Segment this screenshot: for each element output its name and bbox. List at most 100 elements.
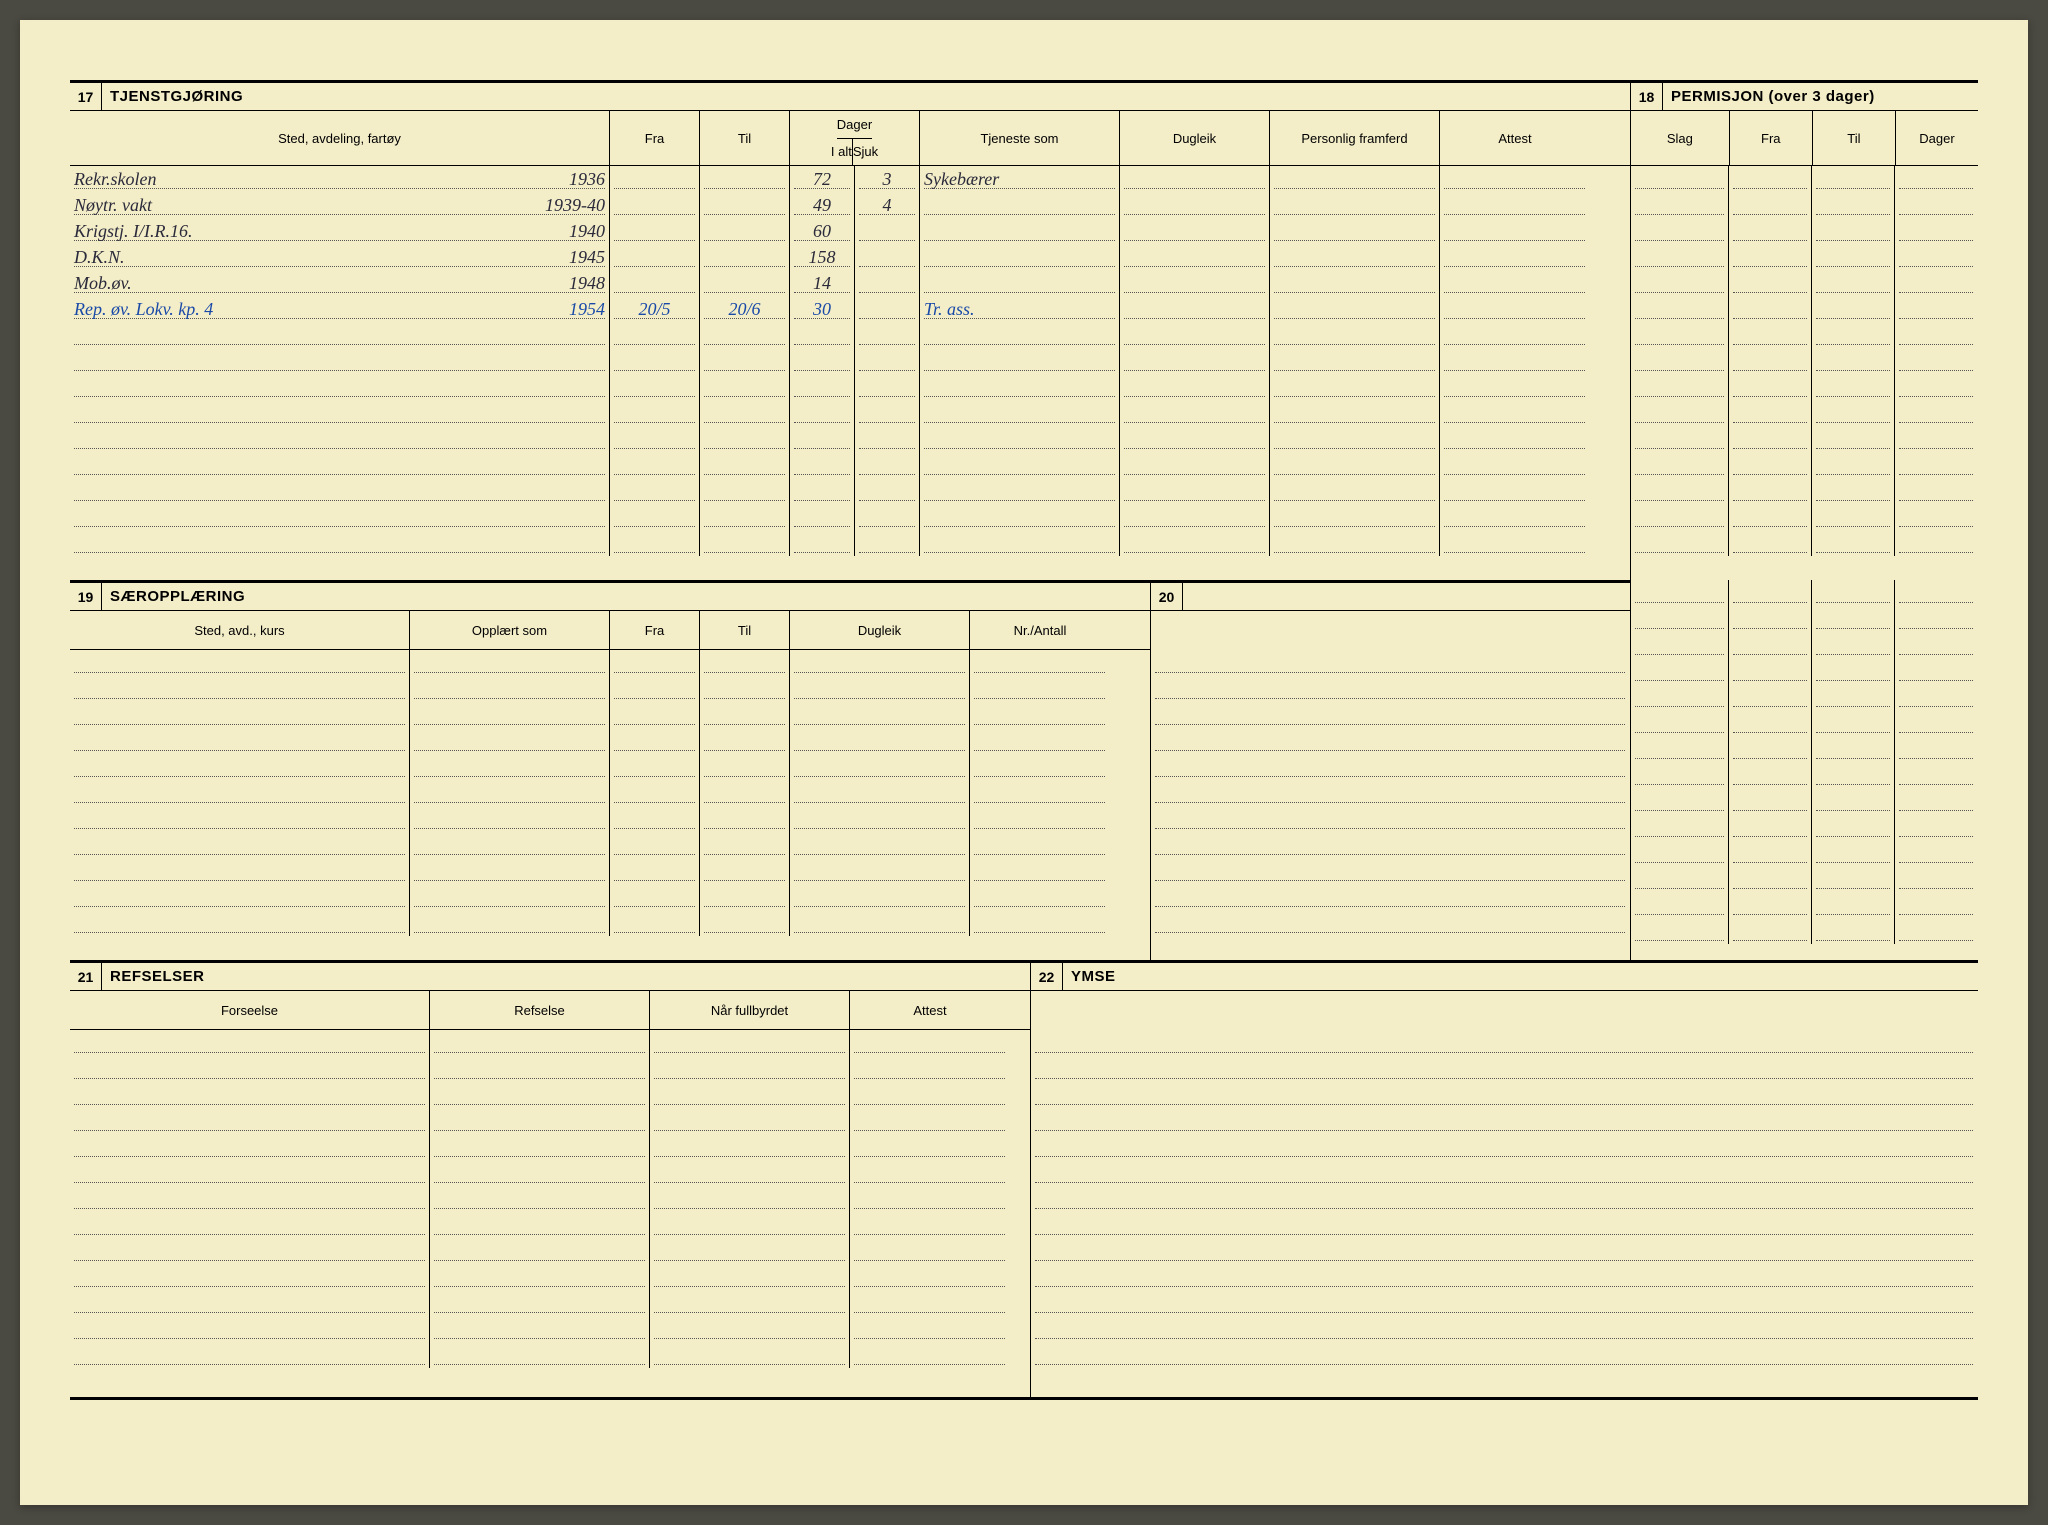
handwritten-value: Rep. øv. Lokv. kp. 4 bbox=[74, 299, 213, 322]
section-19-header: 19 SÆROPPLÆRING bbox=[70, 580, 1150, 610]
table-row bbox=[1151, 806, 1630, 832]
table-row bbox=[1031, 1082, 1978, 1108]
table-row bbox=[70, 1082, 1030, 1108]
handwritten-value: Tr. ass. bbox=[924, 299, 975, 322]
table-row bbox=[1631, 270, 1978, 296]
table-row bbox=[1151, 754, 1630, 780]
table-row: Mob.øv.194814 bbox=[70, 270, 1630, 296]
section-19-num: 19 bbox=[70, 583, 102, 610]
table-row bbox=[1031, 1160, 1978, 1186]
table-row bbox=[70, 806, 1150, 832]
col21-forseelse: Forseelse bbox=[70, 991, 430, 1029]
table-row bbox=[70, 910, 1150, 936]
table-row bbox=[1031, 1238, 1978, 1264]
table-row bbox=[70, 322, 1630, 348]
table-row bbox=[70, 452, 1630, 478]
table-row bbox=[70, 676, 1150, 702]
section-19-columns: Sted, avd., kurs Opplært som Fra Til Dug… bbox=[70, 610, 1150, 650]
table-row bbox=[1631, 606, 1978, 632]
handwritten-value: 20/5 bbox=[638, 299, 670, 322]
col19-dugleik: Dugleik bbox=[790, 611, 970, 649]
section-21-data bbox=[70, 1030, 1030, 1397]
table-row bbox=[1031, 1186, 1978, 1212]
table-row bbox=[1631, 684, 1978, 710]
col-attest: Attest bbox=[1440, 111, 1590, 165]
table-row bbox=[1631, 892, 1978, 918]
table-row: Nøytr. vakt1939-40494 bbox=[70, 192, 1630, 218]
section-22: 22 YMSE bbox=[1030, 960, 1978, 1397]
table-row bbox=[70, 1212, 1030, 1238]
table-row: Krigstj. I/I.R.16.194060 bbox=[70, 218, 1630, 244]
table-row bbox=[70, 754, 1150, 780]
table-row bbox=[70, 832, 1150, 858]
table-row bbox=[1631, 400, 1978, 426]
table-row bbox=[1631, 762, 1978, 788]
section-17-title: TJENSTGJØRING bbox=[102, 88, 243, 105]
handwritten-value: Sykebærer bbox=[924, 169, 999, 192]
handwritten-value: 158 bbox=[809, 247, 836, 270]
table-row bbox=[1631, 296, 1978, 322]
table-row bbox=[70, 1290, 1030, 1316]
section-20-data bbox=[1151, 650, 1630, 960]
section-18-columns: Slag Fra Til Dager bbox=[1631, 110, 1978, 166]
col21-refselse: Refselse bbox=[430, 991, 650, 1029]
section-19: 19 SÆROPPLÆRING Sted, avd., kurs Opplært… bbox=[70, 580, 1150, 960]
table-row bbox=[1151, 702, 1630, 728]
table-row bbox=[1631, 452, 1978, 478]
section-22-title: YMSE bbox=[1063, 968, 1116, 985]
table-row bbox=[70, 1186, 1030, 1212]
handwritten-value: Rekr.skolen bbox=[74, 169, 156, 192]
col-dager-label: Dager bbox=[837, 111, 872, 139]
section-17-columns: Sted, avdeling, fartøy Fra Til Dager I a… bbox=[70, 110, 1630, 166]
col-til: Til bbox=[700, 111, 790, 165]
col-fra: Fra bbox=[610, 111, 700, 165]
handwritten-value: 49 bbox=[813, 195, 831, 218]
col21-nar: Når fullbyrdet bbox=[650, 991, 850, 1029]
table-row bbox=[1631, 658, 1978, 684]
table-row bbox=[1151, 910, 1630, 936]
table-row bbox=[70, 1160, 1030, 1186]
table-row bbox=[1151, 728, 1630, 754]
table-row bbox=[1631, 580, 1978, 606]
col18-fra: Fra bbox=[1730, 111, 1813, 165]
table-row bbox=[70, 1342, 1030, 1368]
col19-nr: Nr./Antall bbox=[970, 611, 1110, 649]
table-row bbox=[1631, 736, 1978, 762]
section-18-header: 18 PERMISJON (over 3 dager) bbox=[1631, 80, 1978, 110]
section-21-num: 21 bbox=[70, 963, 102, 990]
table-row bbox=[70, 884, 1150, 910]
section-21: 21 REFSELSER Forseelse Refselse Når full… bbox=[70, 960, 1030, 1397]
table-row bbox=[1631, 504, 1978, 530]
section-18-cont-data bbox=[1631, 580, 1978, 960]
section-21-columns: Forseelse Refselse Når fullbyrdet Attest bbox=[70, 990, 1030, 1030]
row-17-18: 17 TJENSTGJØRING Sted, avdeling, fartøy … bbox=[70, 80, 1978, 580]
table-row bbox=[1631, 244, 1978, 270]
col-sted: Sted, avdeling, fartøy bbox=[70, 111, 610, 165]
table-row bbox=[1631, 166, 1978, 192]
handwritten-value: 1954 bbox=[569, 299, 605, 322]
table-row bbox=[70, 1264, 1030, 1290]
table-row bbox=[1031, 1264, 1978, 1290]
col19-opplart: Opplært som bbox=[410, 611, 610, 649]
table-row bbox=[1631, 632, 1978, 658]
table-row bbox=[1631, 814, 1978, 840]
handwritten-value: Nøytr. vakt bbox=[74, 195, 152, 218]
section-18-title: PERMISJON (over 3 dager) bbox=[1663, 88, 1875, 105]
table-row bbox=[1031, 1316, 1978, 1342]
table-row bbox=[70, 1238, 1030, 1264]
section-18-cont bbox=[1630, 580, 1978, 960]
table-row bbox=[70, 504, 1630, 530]
section-22-data bbox=[1031, 1030, 1978, 1397]
handwritten-value: 1948 bbox=[569, 273, 605, 296]
handwritten-value: 1936 bbox=[569, 169, 605, 192]
section-21-header: 21 REFSELSER bbox=[70, 960, 1030, 990]
col18-dager: Dager bbox=[1896, 111, 1978, 165]
handwritten-value: 1940 bbox=[569, 221, 605, 244]
handwritten-value: 72 bbox=[813, 169, 831, 192]
table-row bbox=[70, 530, 1630, 556]
table-row bbox=[1631, 426, 1978, 452]
table-row bbox=[1031, 1290, 1978, 1316]
table-row bbox=[70, 728, 1150, 754]
handwritten-value: 20/6 bbox=[728, 299, 760, 322]
table-row: Rep. øv. Lokv. kp. 4195420/520/630Tr. as… bbox=[70, 296, 1630, 322]
